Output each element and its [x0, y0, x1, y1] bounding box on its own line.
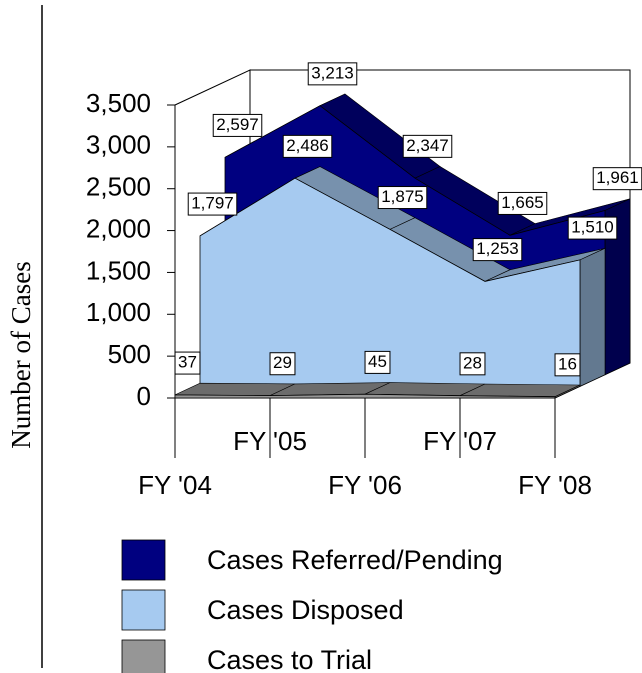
legend-label: Cases Referred/Pending [207, 545, 503, 575]
area-side-shade [580, 248, 605, 387]
value-label: 1,253 [476, 239, 519, 258]
legend-swatch [121, 539, 166, 581]
value-label-box [497, 191, 548, 215]
legend-label: Cases Disposed [207, 595, 404, 625]
x-tick-label: FY '06 [328, 470, 402, 500]
area-top-shade [485, 248, 605, 282]
value-label-box [307, 62, 358, 86]
value-label-box [269, 352, 296, 376]
value-label-box [174, 351, 201, 375]
value-label: 1,875 [381, 187, 424, 206]
legend-swatch [121, 589, 166, 631]
y-tick-label: 1,500 [86, 255, 151, 285]
value-label: 29 [273, 353, 292, 372]
y-tick-label: 500 [108, 339, 151, 369]
value-label: 1,665 [501, 193, 544, 212]
value-label-box [282, 134, 333, 158]
area-top-shade [295, 166, 415, 230]
value-label-box [567, 216, 618, 240]
value-label: 45 [368, 352, 387, 371]
value-label: 1,510 [571, 218, 614, 237]
value-label-box [459, 352, 486, 376]
value-label: 2,597 [216, 115, 259, 134]
value-label-box [212, 113, 263, 137]
area-top-shade [175, 383, 295, 396]
x-tick-label: FY '04 [138, 470, 212, 500]
y-tick-label: 2,500 [86, 172, 151, 202]
value-label-box [187, 192, 238, 216]
value-label-box [554, 353, 581, 377]
legend-label: Cases to Trial [207, 645, 372, 673]
value-label: 3,213 [311, 63, 354, 82]
y-tick-label: 0 [137, 381, 151, 411]
value-label-box [377, 186, 428, 210]
legend-swatch [121, 639, 166, 673]
y-tick-label: 3,000 [86, 130, 151, 160]
y-tick-label: 2,000 [86, 213, 151, 243]
value-label: 37 [178, 353, 197, 372]
y-tick-label: 1,000 [86, 297, 151, 327]
y-tick-label: 3,500 [86, 88, 151, 118]
value-label: 1,797 [191, 194, 234, 213]
area [174, 393, 556, 399]
x-tick-label: FY '08 [518, 470, 592, 500]
x-tick-label: FY '07 [423, 426, 497, 456]
value-label: 2,486 [286, 136, 329, 155]
area-side-shade [555, 385, 580, 398]
area-top-shade [415, 166, 535, 236]
area-side-shade [605, 198, 630, 375]
value-label: 2,347 [406, 136, 449, 155]
value-label-box [364, 350, 391, 374]
area-top-shade [460, 384, 580, 397]
area-top-shade [270, 382, 390, 396]
value-label: 28 [463, 353, 482, 372]
area-top-shade [390, 217, 510, 282]
value-label-box [472, 238, 523, 262]
value-label: 1,961 [596, 168, 639, 187]
area-top-shade [365, 382, 485, 396]
value-label-box [402, 134, 453, 158]
y-axis-label: Number of Cases [6, 261, 36, 448]
x-tick-label: FY '05 [233, 426, 307, 456]
value-label: 16 [558, 354, 577, 373]
